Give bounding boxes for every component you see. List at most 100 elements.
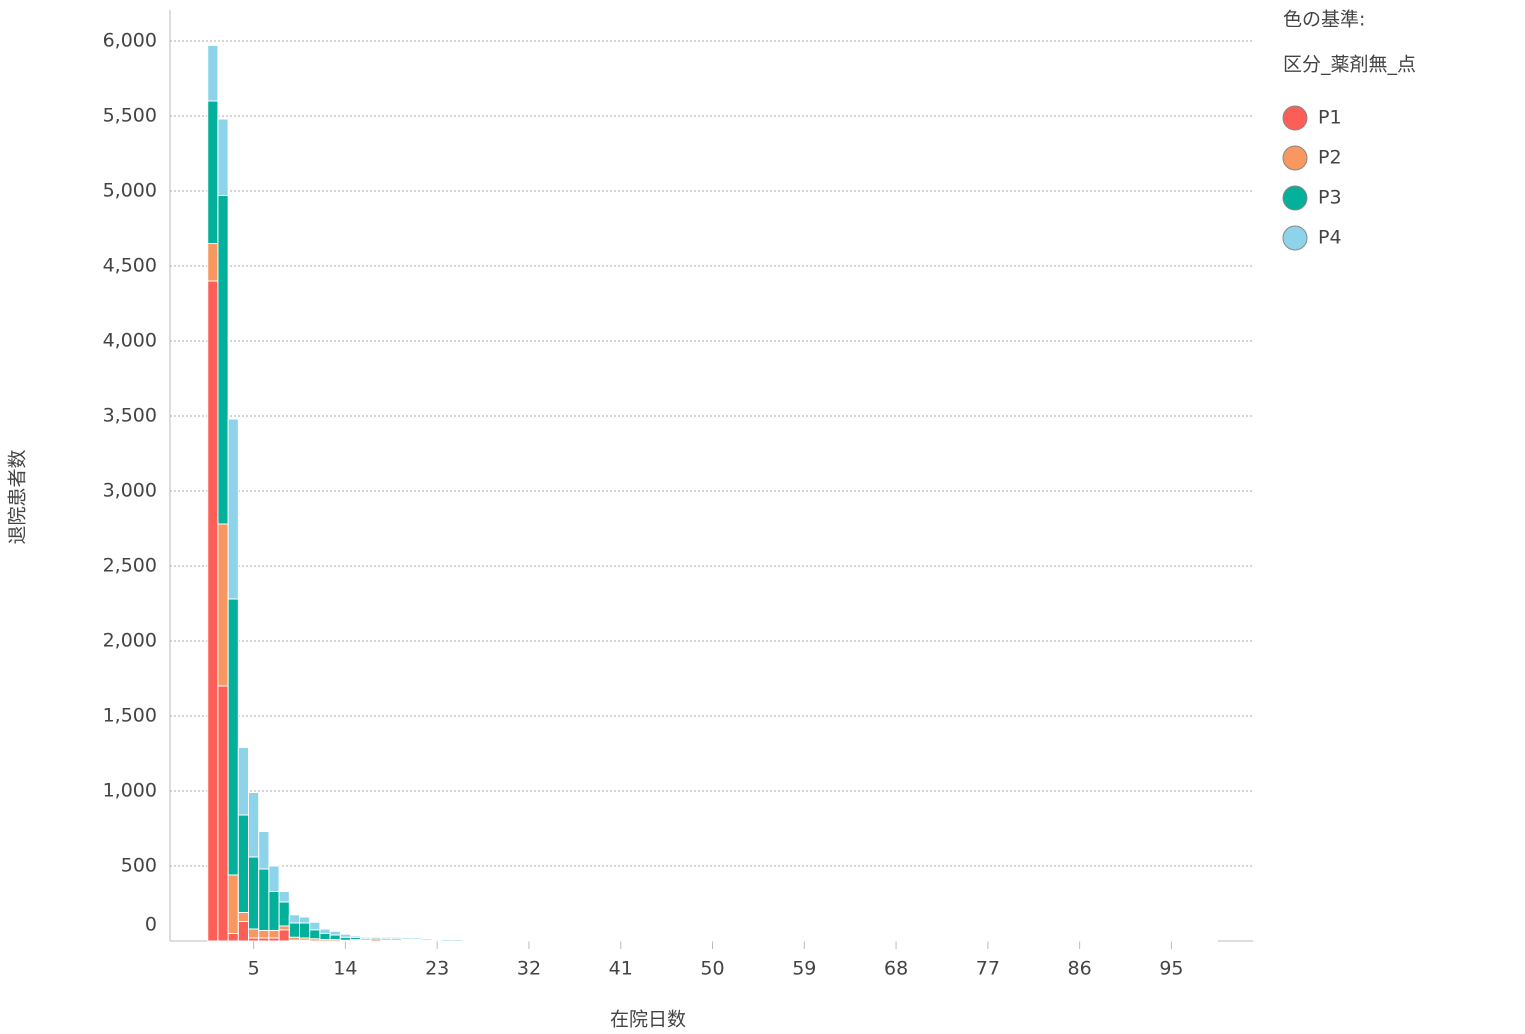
bar-segment xyxy=(451,939,464,942)
bar-segment xyxy=(237,814,250,913)
bar-segment xyxy=(268,865,280,892)
y-tick-label: 1,000 xyxy=(103,780,157,802)
x-tick-label: 68 xyxy=(884,958,908,980)
bar-segment xyxy=(1135,939,1147,941)
bar-segment xyxy=(390,936,402,940)
legend-label: P1 xyxy=(1318,107,1342,129)
x-tick-label: 41 xyxy=(609,958,633,980)
bar-segment xyxy=(1155,939,1167,941)
bar-segment xyxy=(513,939,525,942)
bar-segment xyxy=(1196,939,1208,942)
bar-segment xyxy=(329,934,341,940)
bar-segment xyxy=(1033,939,1045,941)
bar-segment xyxy=(584,939,596,942)
bar-segment xyxy=(757,939,770,941)
bar-segment xyxy=(258,868,270,931)
bar-segment xyxy=(604,939,617,941)
y-axis-label: 退院患者数 xyxy=(7,449,29,544)
x-tick-label: 5 xyxy=(248,958,260,980)
bar-segment xyxy=(921,939,933,941)
legend-marker xyxy=(1282,145,1308,171)
bar-segment xyxy=(258,930,270,939)
bar-segment xyxy=(594,939,606,941)
bar-segment xyxy=(1165,939,1178,941)
bar-segment xyxy=(237,921,250,942)
bar-segment xyxy=(1104,939,1116,941)
x-tick-label: 86 xyxy=(1068,958,1092,980)
bar-segment xyxy=(992,939,1004,941)
y-tick-label: 5,500 xyxy=(103,105,157,127)
x-tick-label: 77 xyxy=(976,958,1000,980)
bar-segment xyxy=(217,118,229,196)
legend-label: P2 xyxy=(1318,147,1342,169)
bar-segment xyxy=(1114,939,1127,942)
bar-segment xyxy=(972,939,984,941)
bar-segment xyxy=(380,936,392,940)
bar-segment xyxy=(1012,939,1025,941)
x-tick-label: 32 xyxy=(517,958,541,980)
bar-segment xyxy=(319,933,331,940)
legend-marker xyxy=(1282,225,1308,251)
bar-segment xyxy=(400,937,413,940)
y-tick-label: 2,500 xyxy=(103,555,157,577)
bar-segment xyxy=(564,939,576,942)
bar-segment xyxy=(1063,939,1076,941)
bar-segment xyxy=(227,418,239,600)
bar-segment xyxy=(768,938,780,940)
bar-segment xyxy=(227,598,239,876)
legend-title: 区分_薬剤無_点 xyxy=(1283,54,1416,76)
bar-segment xyxy=(278,925,290,931)
x-tick-label: 23 xyxy=(425,958,449,980)
legend-label: P4 xyxy=(1318,227,1342,249)
bar-segment xyxy=(309,929,321,940)
y-tick-label: 5,000 xyxy=(103,180,157,202)
bar-segment xyxy=(727,939,739,941)
bar-segment xyxy=(900,939,912,941)
bar-segment xyxy=(635,939,647,942)
bar-segment xyxy=(829,939,841,941)
bar-segment xyxy=(676,939,688,942)
y-tick-label: 2,000 xyxy=(103,630,157,652)
bar-segment xyxy=(227,933,239,942)
y-tick-label: 6,000 xyxy=(103,30,157,52)
bar-segment xyxy=(849,939,861,941)
bar-segment xyxy=(1053,939,1065,941)
bar-segment xyxy=(625,939,637,942)
bar-segment xyxy=(778,939,790,941)
bar-segment xyxy=(278,901,290,927)
x-tick-label: 50 xyxy=(700,958,724,980)
bar-segment xyxy=(1145,939,1157,941)
bar-segment xyxy=(533,939,545,941)
bar-segment xyxy=(237,912,250,922)
bar-segment xyxy=(666,938,678,940)
bar-segment xyxy=(686,939,698,941)
y-tick-label: 500 xyxy=(121,855,157,877)
y-tick-label: 1,500 xyxy=(103,705,157,727)
bar-segment xyxy=(227,874,239,934)
bar-segment xyxy=(798,939,810,941)
bar-segment xyxy=(370,936,382,938)
bar-segment xyxy=(411,937,423,940)
bar-segment xyxy=(747,939,759,942)
x-axis-label: 在院日数 xyxy=(610,1009,686,1031)
bar-segment xyxy=(645,939,657,941)
bar-segment xyxy=(207,243,219,282)
bar-segment xyxy=(441,939,453,942)
bar-segment xyxy=(737,939,749,941)
bar-segment xyxy=(961,939,974,941)
bar-segment xyxy=(350,935,362,938)
bar-segment xyxy=(655,939,668,941)
bar-segment xyxy=(248,928,260,939)
bar-segment xyxy=(299,922,311,939)
bar-segment xyxy=(543,939,555,942)
bar-segment xyxy=(278,891,290,903)
bar-segment xyxy=(951,939,963,941)
bar-segment xyxy=(502,939,515,942)
legend-title: 色の基準: xyxy=(1283,9,1365,31)
bar-segment xyxy=(258,831,270,870)
bar-segment xyxy=(910,939,923,941)
bar-segment xyxy=(217,195,229,525)
y-tick-label: 3,500 xyxy=(103,405,157,427)
bar-segment xyxy=(268,930,280,939)
bar-segment xyxy=(859,939,872,941)
